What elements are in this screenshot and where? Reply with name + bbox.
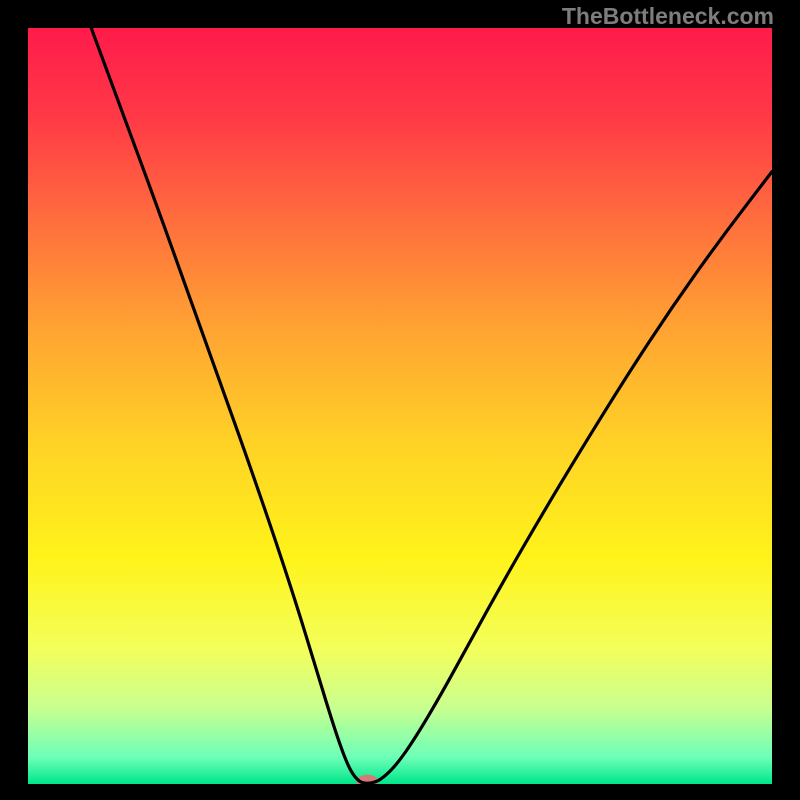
- chart-frame: TheBottleneck.com: [0, 0, 800, 800]
- plot-area: [28, 28, 772, 784]
- watermark-text: TheBottleneck.com: [562, 3, 774, 30]
- bottleneck-curve: [28, 28, 772, 784]
- curve-path: [91, 28, 772, 783]
